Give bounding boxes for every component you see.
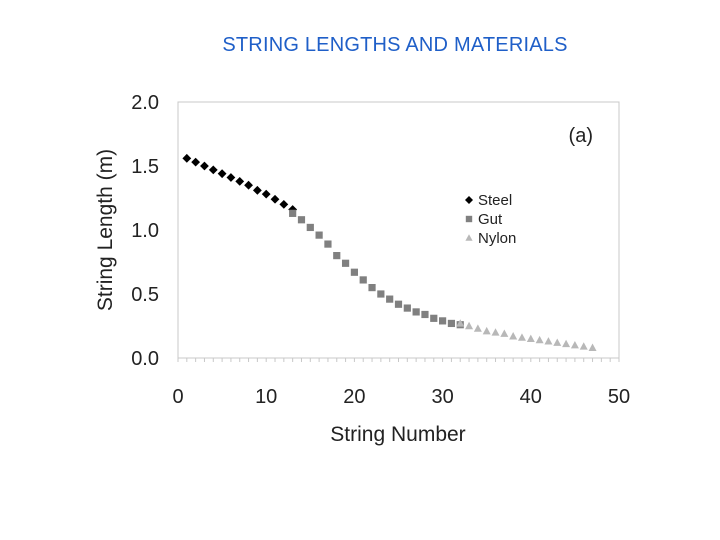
steel-point	[226, 173, 236, 182]
x-axis-label: String Number	[330, 423, 465, 446]
gut-point	[359, 276, 367, 284]
legend-label-nylon: Nylon	[478, 230, 516, 247]
steel-point	[235, 176, 245, 186]
nylon-point	[509, 332, 518, 340]
y-tick-label: 0.0	[131, 348, 159, 370]
x-tick-label: 20	[343, 386, 365, 408]
nylon-point	[579, 342, 588, 350]
steel-point	[217, 169, 227, 179]
nylon-point	[562, 339, 571, 348]
steel-point	[244, 180, 253, 190]
gut-point	[386, 295, 394, 303]
gut-point	[403, 304, 411, 312]
nylon-point	[491, 328, 500, 336]
gut-point	[297, 216, 306, 224]
tick-labels: 0 10 20 30 40 50 0.0 0.5 1.0 1.5 2.0	[131, 92, 630, 408]
steel-point	[191, 157, 201, 167]
legend: Steel Gut Nylon	[465, 192, 516, 247]
x-minor-ticks	[177, 358, 620, 362]
gut-point	[315, 231, 323, 239]
gut-point	[341, 259, 350, 267]
y-tick-label: 2.0	[131, 92, 159, 114]
steel-point	[252, 185, 262, 195]
y-tick-label: 1.5	[131, 156, 159, 178]
steel-point	[208, 165, 218, 175]
x-tick-label: 50	[608, 386, 630, 408]
steel-point	[182, 153, 192, 163]
nylon-point	[456, 319, 465, 327]
gut-point	[421, 310, 429, 319]
steel-point	[261, 189, 271, 199]
legend-label-gut: Gut	[478, 211, 503, 228]
plot-area	[177, 101, 620, 359]
y-tick-label: 1.0	[131, 220, 159, 242]
gut-point	[289, 209, 297, 217]
gut-point	[350, 268, 358, 276]
legend-marker-steel	[465, 196, 473, 204]
nylon-point	[517, 333, 526, 341]
gut-point	[447, 319, 456, 328]
gut-point	[333, 252, 341, 260]
nylon-point	[482, 326, 491, 335]
x-tick-label: 40	[520, 386, 542, 408]
nylon-point	[544, 337, 553, 345]
legend-marker-nylon	[465, 234, 473, 241]
annotation-label: (a)	[569, 125, 593, 147]
legend-label-steel: Steel	[478, 192, 512, 209]
nylon-point	[570, 341, 579, 349]
steel-point	[279, 200, 289, 209]
nylon-point	[473, 324, 482, 332]
gut-point	[368, 284, 376, 292]
y-axis-label: String Length (m)	[94, 149, 117, 311]
steel-point	[270, 194, 280, 204]
nylon-point	[553, 338, 562, 346]
nylon-point	[588, 343, 597, 351]
legend-marker-gut	[465, 215, 473, 223]
gut-point	[394, 300, 403, 308]
gut-point	[430, 314, 438, 322]
y-tick-label: 0.5	[131, 284, 159, 306]
gut-point	[377, 290, 385, 298]
gut-point	[306, 223, 314, 232]
steel-point	[200, 161, 209, 171]
gut-point	[439, 317, 447, 325]
x-tick-label: 30	[431, 386, 453, 408]
data-points	[182, 153, 597, 351]
slide-title: STRING LENGTHS AND MATERIALS	[222, 34, 568, 56]
x-tick-label: 10	[255, 386, 277, 408]
nylon-point	[465, 321, 474, 330]
gut-point	[324, 240, 332, 248]
x-tick-label: 0	[172, 386, 183, 408]
nylon-point	[526, 334, 535, 342]
nylon-point	[500, 329, 509, 337]
nylon-point	[535, 335, 544, 344]
gut-point	[412, 308, 420, 316]
